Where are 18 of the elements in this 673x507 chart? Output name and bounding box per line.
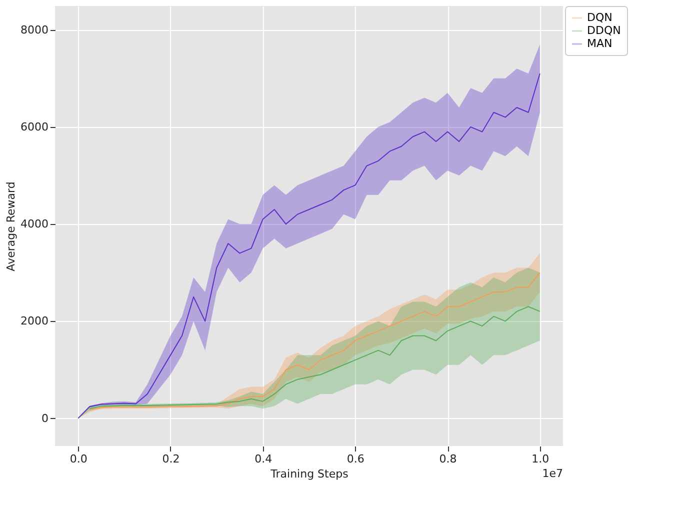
- text: 1e7: [542, 467, 563, 480]
- line-series: [89, 306, 540, 410]
- x-axis-title: Training Steps: [270, 468, 349, 480]
- y-tick-label: 2000: [20, 314, 48, 328]
- x-tick-label: 1.0: [532, 452, 550, 466]
- y-tick-label: 8000: [20, 23, 48, 36]
- y-tick-label: 4000: [20, 218, 48, 231]
- y-tick-label: 0: [42, 412, 48, 425]
- x-tick-label: 0.6: [346, 452, 364, 466]
- x-tick-label: 0.0: [70, 452, 88, 466]
- x-tick-label: 0.4: [254, 452, 272, 466]
- legend-label: DDQN: [587, 24, 621, 37]
- legend-label: DQN: [587, 11, 612, 24]
- legend-label: MAN: [587, 37, 612, 50]
- x-tick-label: 0.8: [439, 452, 457, 466]
- x-tick-label: 0.2: [162, 452, 180, 466]
- y-axis-title: Average Reward: [4, 182, 18, 272]
- y-tick-label: 6000: [20, 120, 48, 134]
